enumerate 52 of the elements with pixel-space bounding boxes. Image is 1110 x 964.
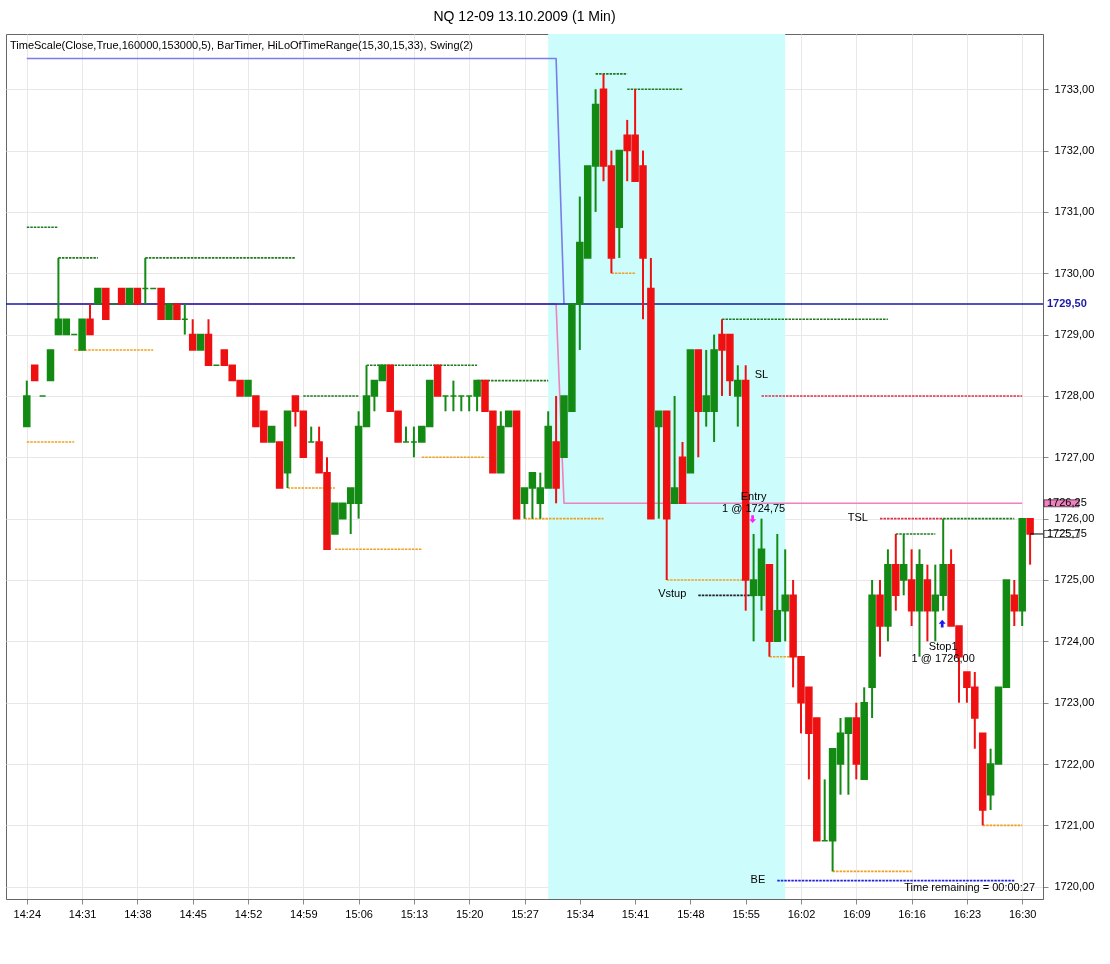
annotation: Time remaining = 00:00:27	[904, 881, 1035, 893]
ref-line-label: 1729,50	[1047, 296, 1087, 309]
x-tick-label: 16:09	[843, 907, 871, 920]
x-tick-label: 15:41	[621, 907, 650, 920]
y-tick-label: 1731,00	[1054, 205, 1095, 218]
candlestick	[244, 379, 252, 397]
series-label: SL	[754, 367, 769, 380]
y-tick-label: 1728,00	[1054, 389, 1095, 402]
series-label: Vstup	[658, 587, 687, 600]
x-tick-label: 15:34	[566, 907, 595, 920]
x-tick-label: 16:23	[953, 907, 982, 920]
y-tick-label: 1720,00	[1054, 880, 1095, 893]
x-tick-label: 14:38	[124, 907, 152, 920]
x-tick-label: 14:59	[290, 907, 318, 920]
candlestick	[125, 287, 134, 305]
x-tick-label: 16:02	[787, 907, 816, 920]
x-tick-label: 15:27	[511, 907, 539, 920]
text: 1726,25	[1047, 496, 1087, 509]
x-tick-label: 14:45	[179, 907, 207, 920]
candlestick	[30, 364, 39, 382]
candlestick	[267, 425, 276, 443]
x-tick-label: 15:20	[455, 907, 484, 920]
candlestick	[94, 287, 102, 305]
x-tick-label: 15:06	[345, 907, 373, 920]
candlestick	[196, 333, 205, 351]
x-tick-label: 14:24	[13, 907, 42, 920]
candlestick	[512, 410, 521, 520]
x-tick-label: 16:16	[898, 907, 926, 920]
y-tick-label: 1726,00	[1054, 512, 1095, 525]
y-tick-label: 1723,00	[1054, 696, 1095, 709]
annotation: TimeScale(Close,True,160000,153000,5), BarTimer, HiLoOfTimeRange(15,30,15,33), Swing(2)	[10, 39, 474, 51]
y-tick-label: 1724,00	[1054, 634, 1095, 647]
x-tick-label: 15:13	[400, 907, 429, 920]
y-tick-label: 1730,00	[1054, 266, 1095, 279]
candlestick	[133, 287, 142, 305]
y-tick-label: 1732,00	[1054, 144, 1095, 157]
x-tick-label: 14:52	[234, 907, 263, 920]
candlestick	[117, 287, 126, 305]
candlestick	[433, 364, 442, 397]
y-tick-label: 1727,00	[1054, 450, 1095, 463]
x-tick-label: 15:48	[677, 907, 705, 920]
x-tick-label: 14:31	[68, 907, 97, 920]
series-label: TSL	[847, 510, 868, 523]
series-label: BE	[750, 872, 766, 885]
chart-title: NQ 12-09 13.10.2009 (1 Min)	[433, 8, 616, 24]
y-tick-label: 1725,00	[1054, 573, 1095, 586]
x-tick-label: 16:30	[1008, 907, 1037, 920]
y-tick-label: 1729,00	[1054, 328, 1095, 341]
x-tick-label: 15:55	[732, 907, 760, 920]
y-tick-label: 1721,00	[1054, 818, 1095, 831]
y-tick-label: 1722,00	[1054, 757, 1095, 770]
y-tick-label: 1733,00	[1054, 82, 1095, 95]
